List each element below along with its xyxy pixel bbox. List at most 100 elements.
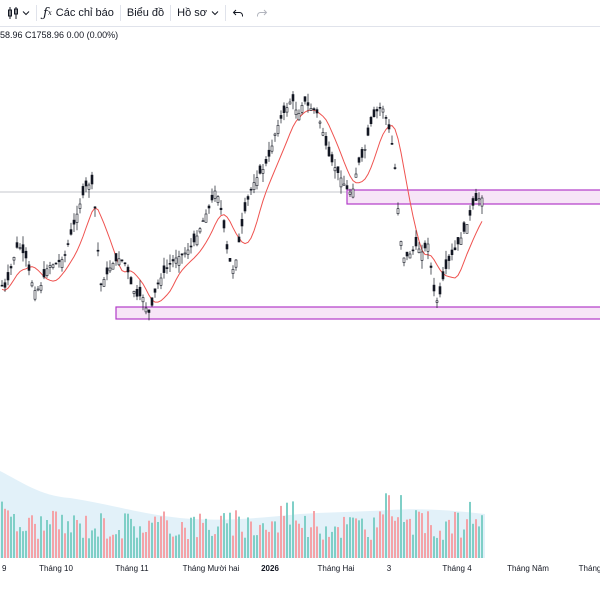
volume-bar [391, 516, 393, 558]
candle-body [195, 235, 199, 246]
volume-bar [274, 521, 276, 558]
candle-body [210, 194, 214, 201]
volume-bar [313, 511, 315, 558]
volume-bar [286, 502, 288, 558]
candle-body [351, 188, 355, 198]
volume-bar [472, 523, 474, 558]
candle-body [123, 262, 127, 265]
candle-body [48, 265, 52, 268]
candle-body [117, 258, 121, 266]
volume-bar [364, 529, 366, 558]
time-axis-label: 9 [2, 564, 7, 573]
candle-body [84, 180, 88, 187]
candle-body [432, 284, 436, 292]
volume-bar [328, 536, 330, 558]
candle-body [297, 113, 301, 121]
ohlc-legend: 58.96 C1758.96 0.00 (0.00%) [0, 30, 119, 40]
candle-body [324, 136, 328, 146]
candle-body [345, 185, 349, 190]
candle-body [216, 196, 220, 203]
candle-body [234, 259, 238, 268]
volume-bar [82, 537, 84, 558]
candle-body [423, 242, 427, 249]
volume-bar [118, 530, 120, 558]
candle-body [93, 206, 97, 209]
volume-bar [427, 511, 429, 558]
volume-bar [58, 529, 60, 558]
chart-menu-button[interactable]: Biểu đồ [121, 0, 170, 26]
candle-body [294, 109, 298, 115]
candle-body [132, 290, 136, 294]
candle-body [360, 149, 364, 158]
candle-body [12, 257, 16, 261]
candle-body [90, 174, 94, 185]
candle-body [240, 219, 244, 227]
candle-body [426, 243, 430, 252]
candle-body [225, 244, 229, 250]
volume-bar [382, 514, 384, 558]
chart-style-button[interactable] [0, 0, 36, 26]
redo-button[interactable] [250, 0, 274, 26]
volume-bar [160, 516, 162, 558]
candle-body [441, 271, 445, 280]
candle-body [249, 188, 253, 191]
candle-body [408, 253, 412, 259]
volume-bar [409, 518, 411, 558]
volume-bar [223, 513, 225, 558]
volume-bar [19, 527, 21, 558]
volume-bar [253, 535, 255, 558]
volume-bar [136, 537, 138, 558]
volume-bar [385, 493, 387, 558]
time-axis-label: 3 [387, 564, 392, 573]
candle-body [141, 297, 145, 303]
candle-body [480, 197, 484, 207]
candle-body [444, 259, 448, 269]
toolbar-divider [225, 5, 227, 21]
time-axis-label: Tháng [579, 564, 600, 573]
volume-bar [55, 511, 57, 558]
candle-body [219, 207, 223, 210]
volume-bar [13, 514, 15, 558]
time-axis-label: Tháng Hai [318, 564, 355, 573]
candle-body [99, 283, 103, 286]
volume-bar [289, 524, 291, 558]
candle-body [69, 229, 73, 235]
candle-body [387, 124, 391, 130]
volume-bar [100, 513, 102, 558]
candle-body [363, 149, 367, 151]
volume-bar [1, 501, 3, 558]
volume-bar [250, 521, 252, 558]
volume-bar [361, 518, 363, 558]
toolbar-divider [119, 5, 121, 21]
undo-button[interactable] [226, 0, 250, 26]
candle-body [174, 257, 178, 264]
profile-menu-button[interactable]: Hồ sơ [171, 0, 225, 26]
candle-body [396, 208, 400, 214]
candle-body [63, 254, 67, 256]
volume-bar [94, 528, 96, 558]
candle-body [465, 224, 469, 234]
candle-body [228, 258, 232, 262]
candle-body [261, 169, 265, 174]
volume-bar [109, 536, 111, 558]
volume-bar [439, 530, 441, 558]
volume-bar [244, 537, 246, 558]
supply-demand-zones[interactable] [115, 189, 600, 320]
candle-body [6, 272, 10, 281]
candle-body [144, 307, 148, 313]
candle-body [27, 264, 31, 271]
candle-body [36, 288, 40, 291]
volume-bar [442, 539, 444, 558]
candle-body [78, 203, 82, 209]
chart-menu-label: Biểu đồ [126, 7, 165, 19]
volume-bar [277, 532, 279, 558]
volume-bar [187, 539, 189, 558]
volume-bar [334, 526, 336, 558]
candle-body [279, 115, 283, 119]
volume-bar [352, 517, 354, 558]
candle-body [102, 279, 106, 287]
price-chart[interactable]: 9 Tháng 10 Tháng 11 Tháng Mười hai 2026 Tháng… [0, 26, 600, 576]
